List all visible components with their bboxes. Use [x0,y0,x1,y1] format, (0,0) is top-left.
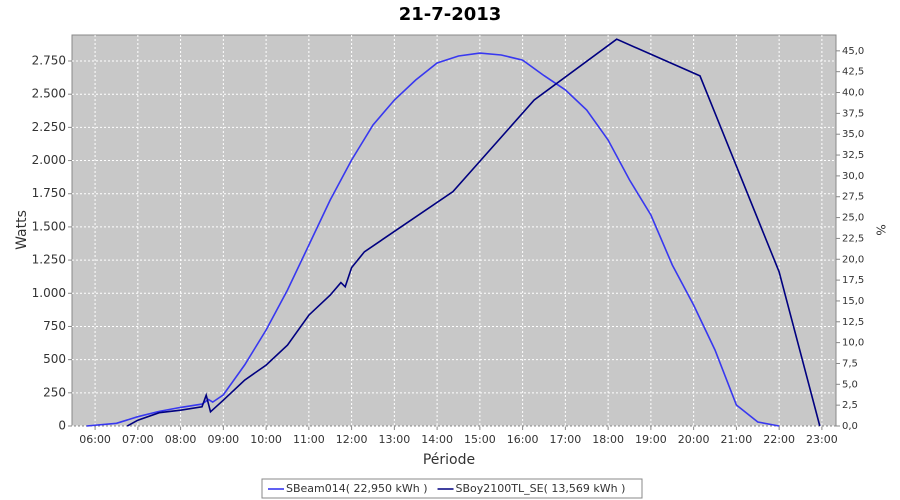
y-tick-label: 2.250 [32,120,66,134]
y2-tick-label: 7,5 [842,358,858,369]
x-tick-label: 07:00 [122,433,154,446]
x-tick-label: 16:00 [507,433,539,446]
chart-title: 21-7-2013 [399,4,502,25]
y2-axis-label: % [874,224,888,235]
y-tick-label: 1.500 [32,219,66,233]
legend-label: SBeam014( 22,950 kWh ) [286,482,428,495]
x-tick-label: 14:00 [421,433,453,446]
x-tick-label: 13:00 [379,433,411,446]
y-tick-label: 1.000 [32,286,66,300]
y-tick-label: 1.750 [32,186,66,200]
y2-tick-label: 32,5 [842,150,864,161]
x-tick-label: 11:00 [293,433,325,446]
y2-tick-label: 37,5 [842,108,864,119]
y-tick-label: 0 [58,419,66,433]
y-tick-label: 2.500 [32,87,66,101]
legend-label: SBoy2100TL_SE( 13,569 kWh ) [456,482,626,495]
x-tick-label: 18:00 [592,433,624,446]
y-axis-label: Watts [14,210,30,250]
y2-tick-label: 25,0 [842,213,864,224]
x-tick-label: 12:00 [336,433,368,446]
x-tick-label: 23:00 [806,433,838,446]
y2-tick-label: 5,0 [842,379,858,390]
x-tick-label: 19:00 [635,433,667,446]
x-tick-label: 17:00 [550,433,582,446]
y2-tick-label: 30,0 [842,171,864,182]
x-axis-label: Période [423,452,475,468]
y-tick-label: 500 [43,352,66,366]
y2-tick-label: 27,5 [842,192,864,203]
y2-tick-label: 15,0 [842,296,864,307]
y-tick-label: 2.750 [32,54,66,68]
x-tick-label: 21:00 [721,433,753,446]
series-line [86,52,780,427]
y2-tick-label: 42,5 [842,67,864,78]
y2-tick-label: 12,5 [842,317,864,328]
x-tick-label: 08:00 [165,433,197,446]
series-line [126,38,821,427]
y-tick-label: 1.250 [32,253,66,267]
y2-tick-label: 45,0 [842,46,864,57]
x-tick-label: 10:00 [250,433,282,446]
y2-tick-label: 20,0 [842,254,864,265]
y2-tick-label: 10,0 [842,338,864,349]
y2-tick-label: 2,5 [842,400,858,411]
x-tick-label: 06:00 [79,433,111,446]
y2-tick-label: 40,0 [842,88,864,99]
y2-tick-label: 22,5 [842,233,864,244]
x-tick-label: 09:00 [207,433,239,446]
y2-tick-label: 35,0 [842,129,864,140]
y2-tick-label: 17,5 [842,275,864,286]
x-tick-label: 22:00 [763,433,795,446]
y-tick-label: 2.000 [32,153,66,167]
y-tick-label: 750 [43,319,66,333]
y-tick-label: 250 [43,385,66,399]
y2-tick-label: 0,0 [842,421,858,432]
x-tick-label: 20:00 [678,433,710,446]
plot-area [71,34,837,427]
x-tick-label: 15:00 [464,433,496,446]
